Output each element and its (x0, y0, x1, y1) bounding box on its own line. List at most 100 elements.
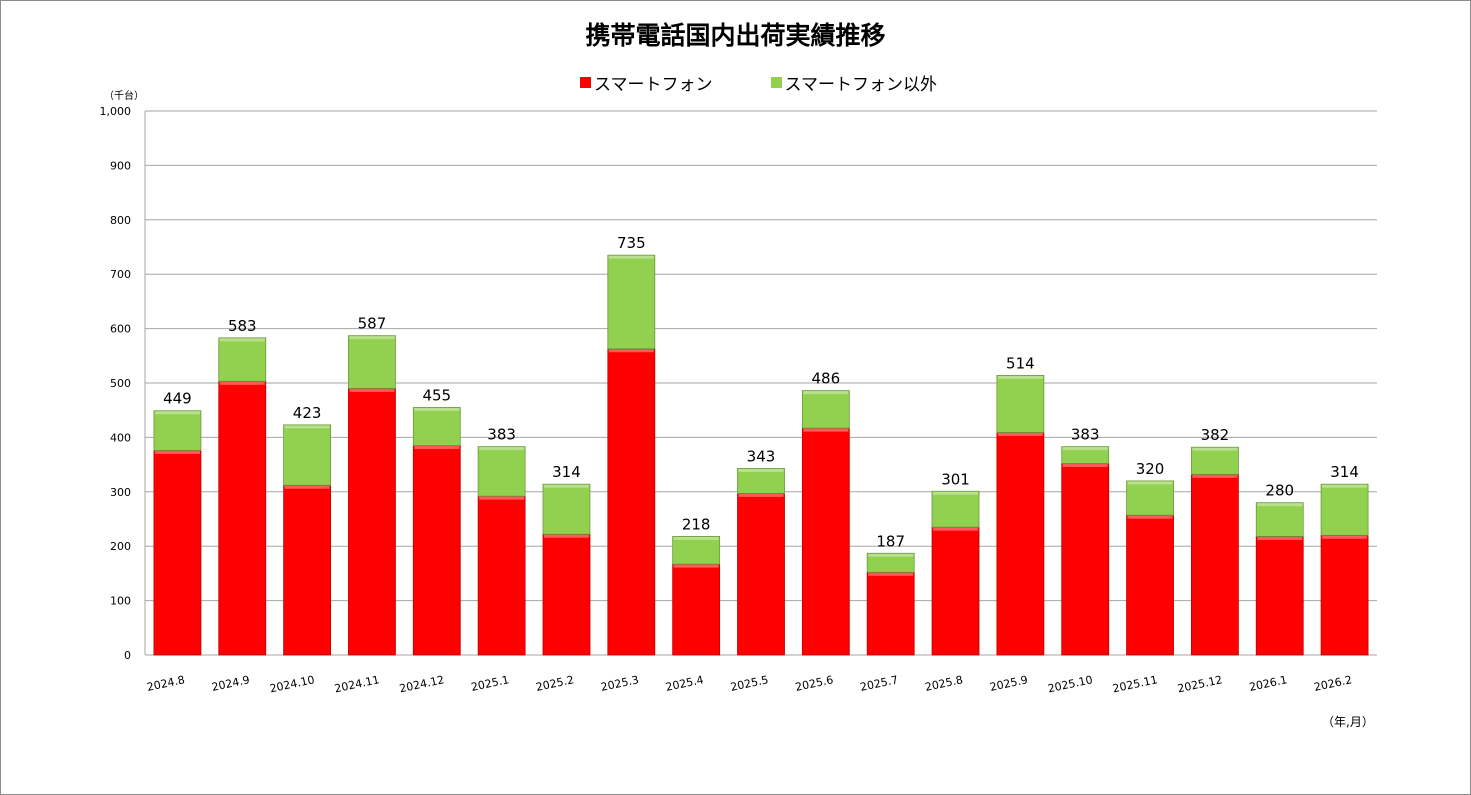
legend-item-non-smartphone: スマートフォン以外 (770, 70, 938, 95)
bar-segment-non-smartphone (1061, 446, 1110, 464)
bar-segment-smartphone (1255, 536, 1304, 656)
x-tick-label: 2024.10 (269, 673, 316, 695)
data-label-total: 301 (941, 470, 970, 488)
x-tick-label: 2025.3 (600, 673, 640, 694)
x-tick-label: 2025.2 (535, 673, 575, 694)
bar-highlight (673, 536, 719, 540)
y-tick-label: 200 (110, 540, 131, 553)
y-tick-label: 800 (110, 214, 131, 227)
x-tick-label: 2024.9 (211, 673, 251, 694)
x-tick-label: 2025.9 (989, 673, 1029, 694)
bar-segment-smartphone (477, 495, 526, 656)
x-tick-label: 2025.4 (664, 673, 704, 694)
bar-segment-non-smartphone (153, 410, 202, 451)
bar-segment-smartphone (607, 348, 656, 656)
legend-swatch-smartphone (580, 77, 591, 88)
bar-segment-smartphone (153, 450, 202, 656)
legend-label: スマートフォン (594, 75, 713, 95)
data-label-total: 314 (552, 463, 581, 481)
bar-highlight (933, 527, 979, 531)
data-label-total: 455 (422, 386, 451, 404)
bar-highlight (479, 496, 525, 500)
bar-highlight (543, 484, 589, 488)
bar-segment-smartphone (412, 445, 461, 656)
bar-highlight (219, 381, 265, 385)
bar-highlight (738, 468, 784, 472)
data-label-total: 449 (163, 390, 192, 408)
bar-segment-smartphone (218, 380, 267, 656)
bar-segment-non-smartphone (672, 536, 721, 565)
bar-segment-non-smartphone (737, 468, 785, 494)
y-tick-label: 300 (110, 486, 131, 499)
data-label-total: 314 (1330, 463, 1359, 481)
y-tick-label: 600 (110, 323, 131, 336)
bar-segment-non-smartphone (801, 390, 850, 429)
bar-highlight (997, 375, 1043, 379)
x-tick-label: 2025.7 (859, 673, 899, 694)
bar-segment-smartphone (1190, 473, 1239, 656)
data-label-total: 383 (1071, 426, 1100, 444)
x-tick-label: 2025.10 (1047, 673, 1094, 695)
bar-segment-non-smartphone (996, 374, 1045, 433)
x-tick-label: 2025.11 (1111, 673, 1158, 695)
bar-segment-smartphone (801, 427, 850, 656)
bar-highlight (1062, 447, 1108, 451)
bar-highlight (1192, 447, 1238, 451)
bar-highlight (608, 349, 654, 353)
y-tick-label: 0 (124, 649, 131, 662)
bar-segment-smartphone (1126, 514, 1174, 656)
bar-highlight (673, 564, 719, 568)
bar-segment-non-smartphone (348, 335, 396, 389)
bar-highlight (868, 553, 914, 557)
bar-segment-smartphone (866, 571, 915, 656)
bar-segment-non-smartphone (1320, 483, 1369, 536)
bar-segment-smartphone (931, 526, 980, 656)
x-tick-label: 2025.6 (794, 673, 834, 694)
bar-segment-non-smartphone (1255, 502, 1304, 537)
x-tick-label: 2026.1 (1248, 673, 1288, 694)
data-label-total: 735 (617, 234, 646, 252)
bar-highlight (997, 433, 1043, 437)
bar-highlight (1062, 464, 1108, 468)
bar-highlight (414, 407, 460, 411)
data-label-total: 486 (812, 370, 841, 388)
bar-highlight (1322, 484, 1368, 488)
bar-highlight (284, 485, 330, 489)
bar-highlight (154, 411, 200, 415)
y-tick-label: 400 (110, 431, 131, 444)
data-label-total: 320 (1136, 460, 1165, 478)
bar-segment-smartphone (1320, 534, 1369, 656)
legend: スマートフォン スマートフォン以外 (580, 70, 937, 95)
x-tick-label: 2024.8 (146, 673, 186, 694)
data-label-total: 382 (1201, 426, 1230, 444)
x-tick-label: 2025.1 (470, 673, 510, 694)
bar-segment-smartphone (348, 388, 396, 656)
bar-highlight (803, 391, 849, 395)
bar-highlight (933, 491, 979, 495)
x-axis-unit: （年,月） (1322, 715, 1374, 729)
bar-segment-non-smartphone (412, 407, 461, 446)
data-label-total: 280 (1265, 482, 1294, 500)
bar-segment-smartphone (1061, 463, 1110, 656)
y-tick-label: 700 (110, 268, 131, 281)
legend-label: スマートフォン以外 (784, 75, 938, 95)
bar-highlight (349, 336, 395, 340)
bar-highlight (1192, 474, 1238, 478)
legend-item-smartphone: スマートフォン (580, 70, 713, 95)
bar-segment-smartphone (996, 432, 1045, 656)
y-axis-unit: （千台） (104, 91, 144, 102)
bar-segment-non-smartphone (1126, 480, 1174, 516)
bar-highlight (479, 447, 525, 451)
y-tick-label: 500 (110, 377, 131, 390)
bar-highlight (1127, 515, 1173, 519)
bar-highlight (414, 446, 460, 450)
chart-title: 携帯電話国内出荷実績推移 (585, 21, 886, 50)
bar-segment-non-smartphone (931, 490, 980, 528)
bar-highlight (284, 425, 330, 429)
bar-segment-non-smartphone (542, 483, 591, 535)
bar-highlight (803, 428, 849, 432)
bar-highlight (349, 388, 395, 392)
bar-highlight (543, 534, 589, 538)
bar-segment-non-smartphone (283, 424, 332, 486)
